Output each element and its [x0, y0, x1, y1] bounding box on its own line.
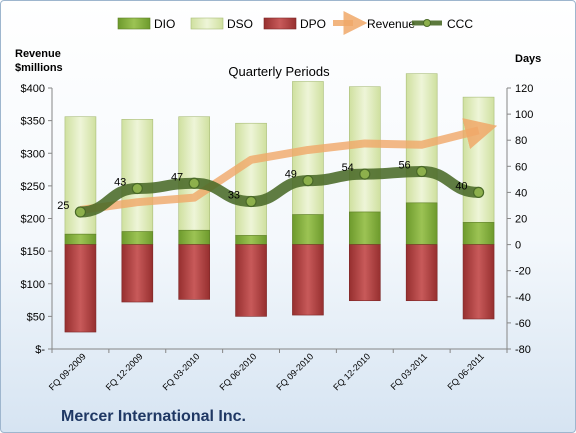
- left-tick-label: $50: [27, 311, 45, 323]
- ccc-data-label: 56: [398, 160, 410, 172]
- x-category-label: FQ 03-2010: [161, 351, 202, 392]
- right-tick-label: 0: [515, 240, 521, 252]
- ccc-data-label: 43: [114, 176, 126, 188]
- ccc-layer: 25 43 47 33 49 54 56 40: [57, 160, 485, 218]
- dpo-bar: [178, 244, 210, 300]
- dpo-bar: [64, 244, 97, 333]
- legend-swatch-dso: [190, 17, 224, 30]
- legend-swatch-dpo: [263, 17, 297, 30]
- ccc-point: [74, 206, 87, 218]
- bars: [64, 73, 495, 333]
- legend-label-dso: DSO: [227, 17, 253, 31]
- legend-label-dio: DIO: [154, 17, 175, 31]
- ccc-data-label: 54: [342, 162, 354, 174]
- right-tick-label: 80: [515, 135, 527, 147]
- legend-label-dpo: DPO: [300, 17, 326, 31]
- x-category-label: FQ 09-2010: [274, 351, 315, 392]
- x-category-label: FQ 03-2011: [389, 351, 430, 392]
- dpo-bar: [292, 244, 324, 316]
- dpo-bar: [405, 244, 438, 302]
- dio-bar: [121, 231, 154, 245]
- dso-bar: [349, 86, 381, 213]
- right-axis-title: Days: [515, 53, 541, 65]
- legend: DIO DSO DPO Revenue CCC: [117, 11, 473, 35]
- x-category-label: FQ 12-2009: [104, 351, 145, 392]
- left-axis-title-line2: $millions: [15, 62, 63, 74]
- right-tick-label: -80: [515, 344, 531, 356]
- right-tick-label: 120: [515, 83, 533, 95]
- company-name: Mercer International Inc.: [61, 408, 246, 425]
- dpo-bar: [349, 244, 381, 302]
- right-tick-label: 40: [515, 187, 527, 199]
- chart-title: Quarterly Periods: [228, 64, 330, 79]
- right-tick-label: 100: [515, 109, 533, 121]
- right-tick-label: -60: [515, 318, 531, 330]
- legend-swatch-ccc-marker: [423, 19, 431, 27]
- ccc-point: [302, 175, 314, 187]
- x-category-label: FQ 06-2010: [217, 351, 258, 392]
- ccc-point: [359, 168, 371, 180]
- dso-bar: [235, 122, 267, 236]
- ccc-point: [472, 186, 485, 198]
- left-tick-label: $250: [21, 181, 45, 193]
- right-tick-label: -40: [515, 292, 531, 304]
- dio-bar: [405, 202, 438, 245]
- dio-bar: [462, 222, 495, 245]
- ccc-data-label: 49: [285, 169, 297, 181]
- dio-bar: [292, 214, 324, 245]
- left-tick-label: $100: [21, 279, 45, 291]
- left-axis-title-line1: Revenue: [15, 48, 61, 60]
- x-category-label: FQ 09-2009: [47, 351, 88, 392]
- left-tick-label: $350: [21, 116, 45, 128]
- dso-bar: [178, 116, 210, 231]
- left-tick-label: $200: [21, 214, 45, 226]
- ccc-point: [131, 182, 143, 195]
- ccc-point: [245, 195, 257, 208]
- legend-label-revenue: Revenue: [367, 17, 415, 31]
- ccc-point: [416, 165, 428, 178]
- left-tick-label: $150: [21, 246, 45, 258]
- revenue-layer: [79, 118, 498, 214]
- left-tick-label: $-: [35, 344, 45, 356]
- ccc-data-label: 25: [57, 200, 69, 212]
- ccc-point: [188, 177, 200, 189]
- x-category-label: FQ 12-2010: [331, 351, 372, 392]
- dio-bar: [178, 229, 210, 245]
- dio-bar: [349, 211, 381, 245]
- left-tick-label: $400: [21, 83, 45, 95]
- dpo-bar: [121, 244, 154, 303]
- right-tick-label: 60: [515, 161, 527, 173]
- dpo-bar: [462, 244, 495, 320]
- dio-bar: [64, 233, 97, 245]
- ccc-data-label: 40: [455, 180, 467, 192]
- ccc-data-label: 33: [228, 190, 240, 202]
- dio-bar: [235, 235, 267, 245]
- legend-swatch-dio: [117, 17, 151, 30]
- ccc-data-label: 47: [171, 171, 183, 183]
- dpo-bar: [235, 244, 267, 317]
- left-tick-label: $300: [21, 148, 45, 160]
- dso-bar: [121, 119, 154, 232]
- right-tick-label: 20: [515, 214, 527, 226]
- x-category-label: FQ 06-2011: [445, 351, 486, 392]
- right-tick-label: -20: [515, 266, 531, 278]
- dso-bar: [462, 96, 495, 223]
- revenue-line: [79, 118, 498, 214]
- axes: $- $50 $100 $150 $200 $250 $300 $350 $400 -80 -60 -…: [21, 83, 534, 392]
- legend-label-ccc: CCC: [447, 17, 473, 31]
